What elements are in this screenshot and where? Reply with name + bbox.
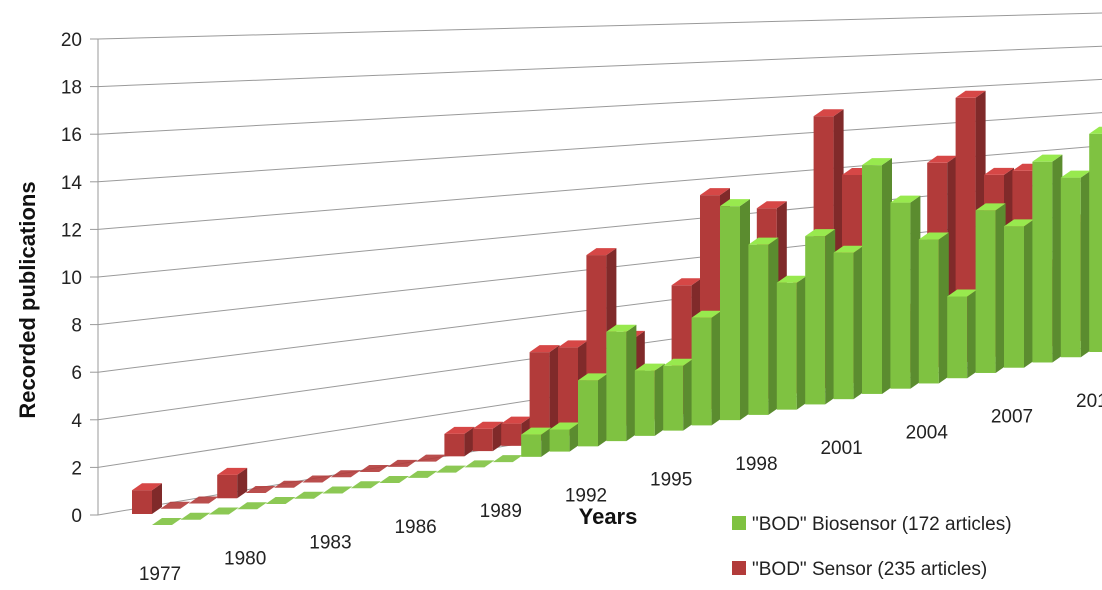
y-tick-label: 18 bbox=[61, 78, 82, 99]
bar-biosensor bbox=[436, 465, 466, 473]
bar-biosensor bbox=[720, 199, 750, 421]
y-tick-label: 12 bbox=[61, 220, 82, 241]
gridline bbox=[97, 112, 1102, 183]
x-tick-label: 1998 bbox=[735, 454, 777, 475]
bar-biosensor bbox=[1089, 126, 1102, 352]
x-tick-label: 1980 bbox=[224, 548, 266, 569]
bar-biosensor bbox=[947, 289, 978, 379]
legend-label-sensor: "BOD" Sensor (235 articles) bbox=[752, 559, 987, 580]
bar-biosensor bbox=[549, 422, 580, 452]
legend-swatch-biosensor bbox=[732, 516, 746, 530]
x-tick-labels: 1977 1980 1983 1986 1989 1992 1995 1998 2001 2004… bbox=[139, 391, 1102, 585]
bar-biosensor bbox=[521, 427, 552, 457]
bar-biosensor bbox=[492, 455, 523, 463]
y-tick-label: 8 bbox=[71, 316, 82, 337]
bar-sensor bbox=[529, 345, 560, 441]
bar-biosensor bbox=[152, 518, 182, 525]
x-tick-label: 1986 bbox=[394, 517, 436, 538]
x-tick-label: 1983 bbox=[309, 533, 351, 554]
y-axis-title: Recorded publications bbox=[15, 181, 40, 418]
bar-biosensor bbox=[208, 507, 239, 515]
bar-biosensor bbox=[634, 363, 665, 436]
y-tick-label: 2 bbox=[71, 458, 82, 479]
x-axis-title: Years bbox=[579, 504, 638, 529]
bar-biosensor bbox=[578, 373, 608, 447]
bar-biosensor bbox=[322, 486, 353, 494]
y-tick-label: 14 bbox=[61, 173, 83, 194]
bar-biosensor bbox=[975, 203, 1006, 373]
bar-biosensor bbox=[663, 358, 694, 431]
x-tick-label: 1989 bbox=[480, 501, 522, 522]
x-tick-label: 2007 bbox=[991, 407, 1033, 428]
bars bbox=[132, 90, 1102, 525]
bar-sensor bbox=[359, 465, 390, 473]
gridline bbox=[97, 12, 1102, 40]
bar-biosensor bbox=[691, 310, 722, 426]
y-tick-label: 4 bbox=[71, 411, 82, 432]
bar-biosensor bbox=[1004, 219, 1034, 368]
bar-biosensor bbox=[294, 491, 324, 499]
legend-swatch-sensor bbox=[732, 561, 746, 575]
gridline bbox=[97, 78, 1102, 135]
bar-biosensor bbox=[862, 158, 892, 394]
y-tick-label: 16 bbox=[61, 125, 82, 146]
bar-sensor bbox=[387, 459, 418, 467]
bar-biosensor bbox=[606, 324, 637, 442]
bar-sensor bbox=[444, 426, 475, 457]
bar-biosensor bbox=[265, 497, 296, 505]
bar-sensor bbox=[274, 480, 304, 488]
bar-sensor bbox=[160, 501, 191, 509]
y-tick-label: 10 bbox=[61, 268, 82, 289]
x-tick-label: 1992 bbox=[565, 485, 607, 506]
bar-biosensor bbox=[833, 245, 864, 400]
bar-sensor bbox=[416, 454, 446, 462]
bar-biosensor bbox=[379, 476, 410, 484]
x-tick-label: 2001 bbox=[820, 438, 862, 459]
bar-sensor bbox=[302, 475, 333, 483]
x-tick-label: 1977 bbox=[139, 564, 181, 585]
bar-sensor bbox=[188, 496, 219, 504]
bar-sensor bbox=[245, 486, 276, 494]
bar-biosensor bbox=[1032, 154, 1063, 363]
bar-biosensor bbox=[237, 502, 268, 510]
bar-sensor bbox=[472, 421, 503, 452]
bar-biosensor bbox=[407, 470, 438, 478]
y-tick-label: 6 bbox=[71, 363, 82, 384]
bar-sensor bbox=[132, 483, 162, 514]
bar-sensor bbox=[217, 467, 248, 499]
bar-biosensor bbox=[776, 275, 807, 410]
bar-sensor bbox=[330, 470, 361, 478]
bar-biosensor bbox=[918, 232, 949, 384]
x-tick-label: 2010 bbox=[1076, 391, 1102, 412]
bar-biosensor bbox=[805, 229, 836, 405]
x-tick-label: 1995 bbox=[650, 470, 692, 491]
bar-biosensor bbox=[180, 512, 211, 520]
bar-biosensor bbox=[748, 237, 779, 415]
bar-biosensor bbox=[464, 460, 495, 468]
legend-label-biosensor: "BOD" Biosensor (172 articles) bbox=[752, 514, 1012, 535]
gridline bbox=[97, 45, 1102, 88]
bar-biosensor bbox=[1060, 170, 1091, 358]
bar-biosensor bbox=[890, 195, 921, 389]
y-tick-label: 20 bbox=[61, 30, 82, 51]
x-tick-label: 2004 bbox=[906, 422, 949, 443]
bar-biosensor bbox=[350, 481, 381, 489]
y-tick-label: 0 bbox=[71, 506, 82, 527]
legend: "BOD" Biosensor (172 articles) "BOD" Sen… bbox=[732, 514, 1012, 580]
y-tick-labels: 0 2 4 6 8 10 12 14 16 18 20 bbox=[61, 30, 83, 527]
